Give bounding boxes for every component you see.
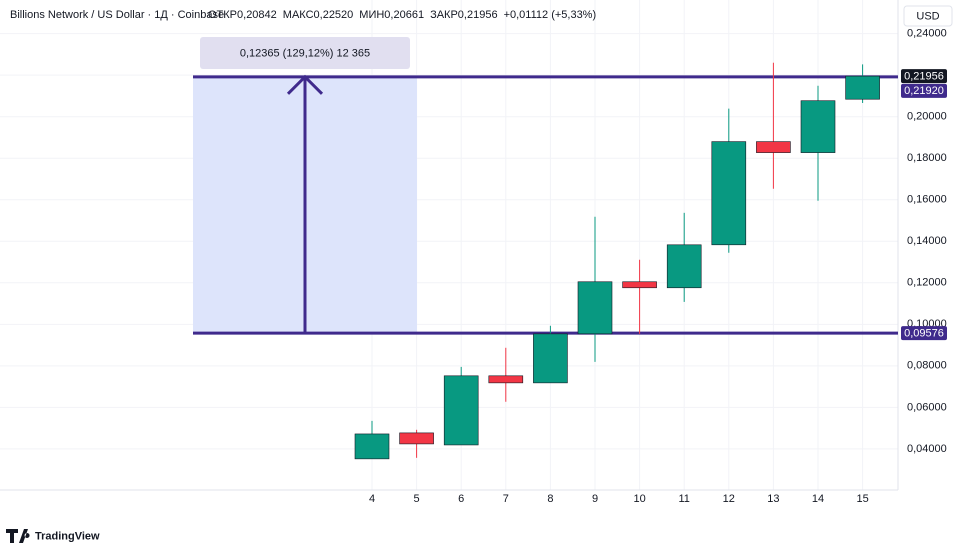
chart-title: Billions Network / US Dollar · 1Д · Coin…: [10, 9, 224, 21]
x-tick-label: 4: [369, 493, 375, 505]
y-tick-label: 0,12000: [907, 277, 947, 289]
candle-body: [533, 333, 568, 384]
y-tick-label: 0,14000: [907, 235, 947, 247]
candle-body: [577, 281, 613, 335]
y-tick-label: 0,24000: [907, 28, 947, 40]
candle-body: [443, 375, 479, 446]
y-tick-label: 0,04000: [907, 443, 947, 455]
x-tick-label: 11: [678, 493, 689, 505]
plot-area: 0,12365 (129,12%) 12 365: [0, 0, 899, 491]
brand-name: TradingView: [35, 530, 100, 542]
candle-body: [399, 432, 434, 445]
brand-logo: TradingView: [6, 529, 100, 543]
y-tick-label: 0,20000: [907, 111, 947, 123]
y-tick-label: 0,08000: [907, 360, 947, 372]
logo-icon: [6, 529, 30, 543]
measure-label-box: [200, 37, 410, 69]
y-tick-label: 0,18000: [907, 152, 947, 164]
x-tick-label: 12: [723, 493, 735, 505]
x-tick-label: 8: [547, 493, 553, 505]
currency-button[interactable]: [903, 5, 953, 27]
header-item: +0,01112 (+5,33%): [504, 9, 597, 21]
price-line-tag-bg: [901, 326, 947, 341]
candle-body: [354, 433, 390, 460]
candle-body: [622, 281, 657, 289]
candle-body: [756, 141, 791, 153]
price-line-tag-bg: [901, 83, 947, 98]
x-tick-label: 10: [633, 493, 645, 505]
last-price-tag: 0,21956: [904, 70, 944, 82]
x-tick-label: 15: [856, 493, 868, 505]
x-tick-label: 6: [458, 493, 464, 505]
header-item: ЗАКР0,21956: [430, 9, 498, 21]
measure-arrowhead: [286, 74, 324, 95]
candle-body: [800, 100, 836, 153]
price-line-tag: 0,21920: [904, 85, 944, 97]
x-tick-label: 5: [414, 493, 420, 505]
header-item: МИН0,20661: [359, 9, 424, 21]
candle-body: [488, 375, 524, 384]
header: ОТКР0,20842 МАКС0,22520 МИН0,20661 ЗАКР0,21…: [208, 9, 596, 21]
y-tick-label: 0,06000: [907, 401, 947, 413]
x-tick-label: 9: [592, 493, 598, 505]
candle-body: [711, 141, 747, 246]
candle-body: [666, 244, 702, 289]
measure-label: 0,12365 (129,12%) 12 365: [240, 47, 370, 59]
price-line-tag: 0,09576: [904, 328, 944, 340]
y-tick-label: 0,16000: [907, 194, 947, 206]
last-price-tag-bg: [901, 69, 947, 84]
x-tick-label: 13: [767, 493, 779, 505]
header-item: МАКС0,22520: [283, 9, 354, 21]
candle-body: [845, 75, 880, 100]
x-tick-label: 7: [503, 493, 509, 505]
header-item: ОТКР0,20842: [208, 9, 277, 21]
currency-label[interactable]: USD: [916, 10, 939, 22]
x-tick-label: 14: [812, 493, 824, 505]
